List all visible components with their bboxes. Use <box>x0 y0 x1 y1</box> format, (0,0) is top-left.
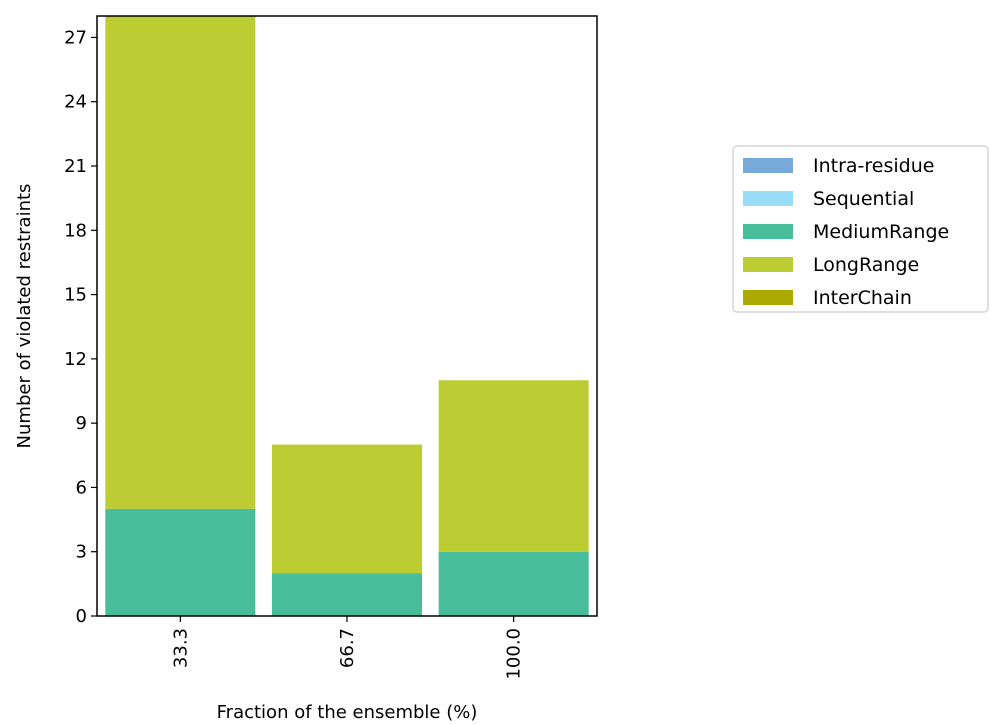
y-tick-label: 12 <box>64 349 87 370</box>
y-axis-label: Number of violated restraints <box>14 184 35 449</box>
legend-frame <box>732 145 989 313</box>
legend-swatch-sequential <box>743 191 793 206</box>
bar-mediumrange-100.0 <box>438 551 589 616</box>
bar-mediumrange-66.7 <box>272 573 422 616</box>
legend-swatch-mediumrange <box>743 224 793 239</box>
y-tick-label: 3 <box>76 542 87 563</box>
y-tick-label: 21 <box>64 156 87 177</box>
bar-mediumrange-33.3 <box>105 508 256 616</box>
legend-label-interchain: InterChain <box>813 287 912 309</box>
y-tick-label: 27 <box>64 27 87 48</box>
y-tick-label: 6 <box>76 477 87 498</box>
legend-swatch-intra-residue <box>743 158 793 173</box>
x-tick-label: 66.7 <box>337 628 358 668</box>
legend-label-intra-residue: Intra-residue <box>813 155 934 177</box>
y-tick-label: 18 <box>64 220 87 241</box>
legend-label-mediumrange: MediumRange <box>813 221 949 243</box>
legend: Intra-residue Sequential MediumRange LongRa… <box>732 145 989 313</box>
legend-swatch-longrange <box>743 257 793 272</box>
legend-label-longrange: LongRange <box>813 254 919 276</box>
bar-longrange-100.0 <box>438 380 589 552</box>
x-tick-label: 100.0 <box>504 628 525 680</box>
y-tick-label: 15 <box>64 285 87 306</box>
y-axis: 0 3 6 9 12 15 18 21 24 27 <box>64 27 97 627</box>
y-tick-label: 24 <box>64 92 87 113</box>
bar-longrange-33.3 <box>105 16 256 509</box>
y-tick-label: 0 <box>76 606 87 627</box>
legend-swatch-interchain <box>743 290 793 305</box>
y-tick-label: 9 <box>76 413 87 434</box>
x-axis: 33.3 66.7 100.0 <box>170 616 525 680</box>
bars <box>105 16 589 616</box>
legend-label-sequential: Sequential <box>813 188 914 210</box>
x-tick-label: 33.3 <box>170 628 191 668</box>
x-axis-label: Fraction of the ensemble (%) <box>217 702 478 723</box>
bar-longrange-66.7 <box>272 444 422 574</box>
